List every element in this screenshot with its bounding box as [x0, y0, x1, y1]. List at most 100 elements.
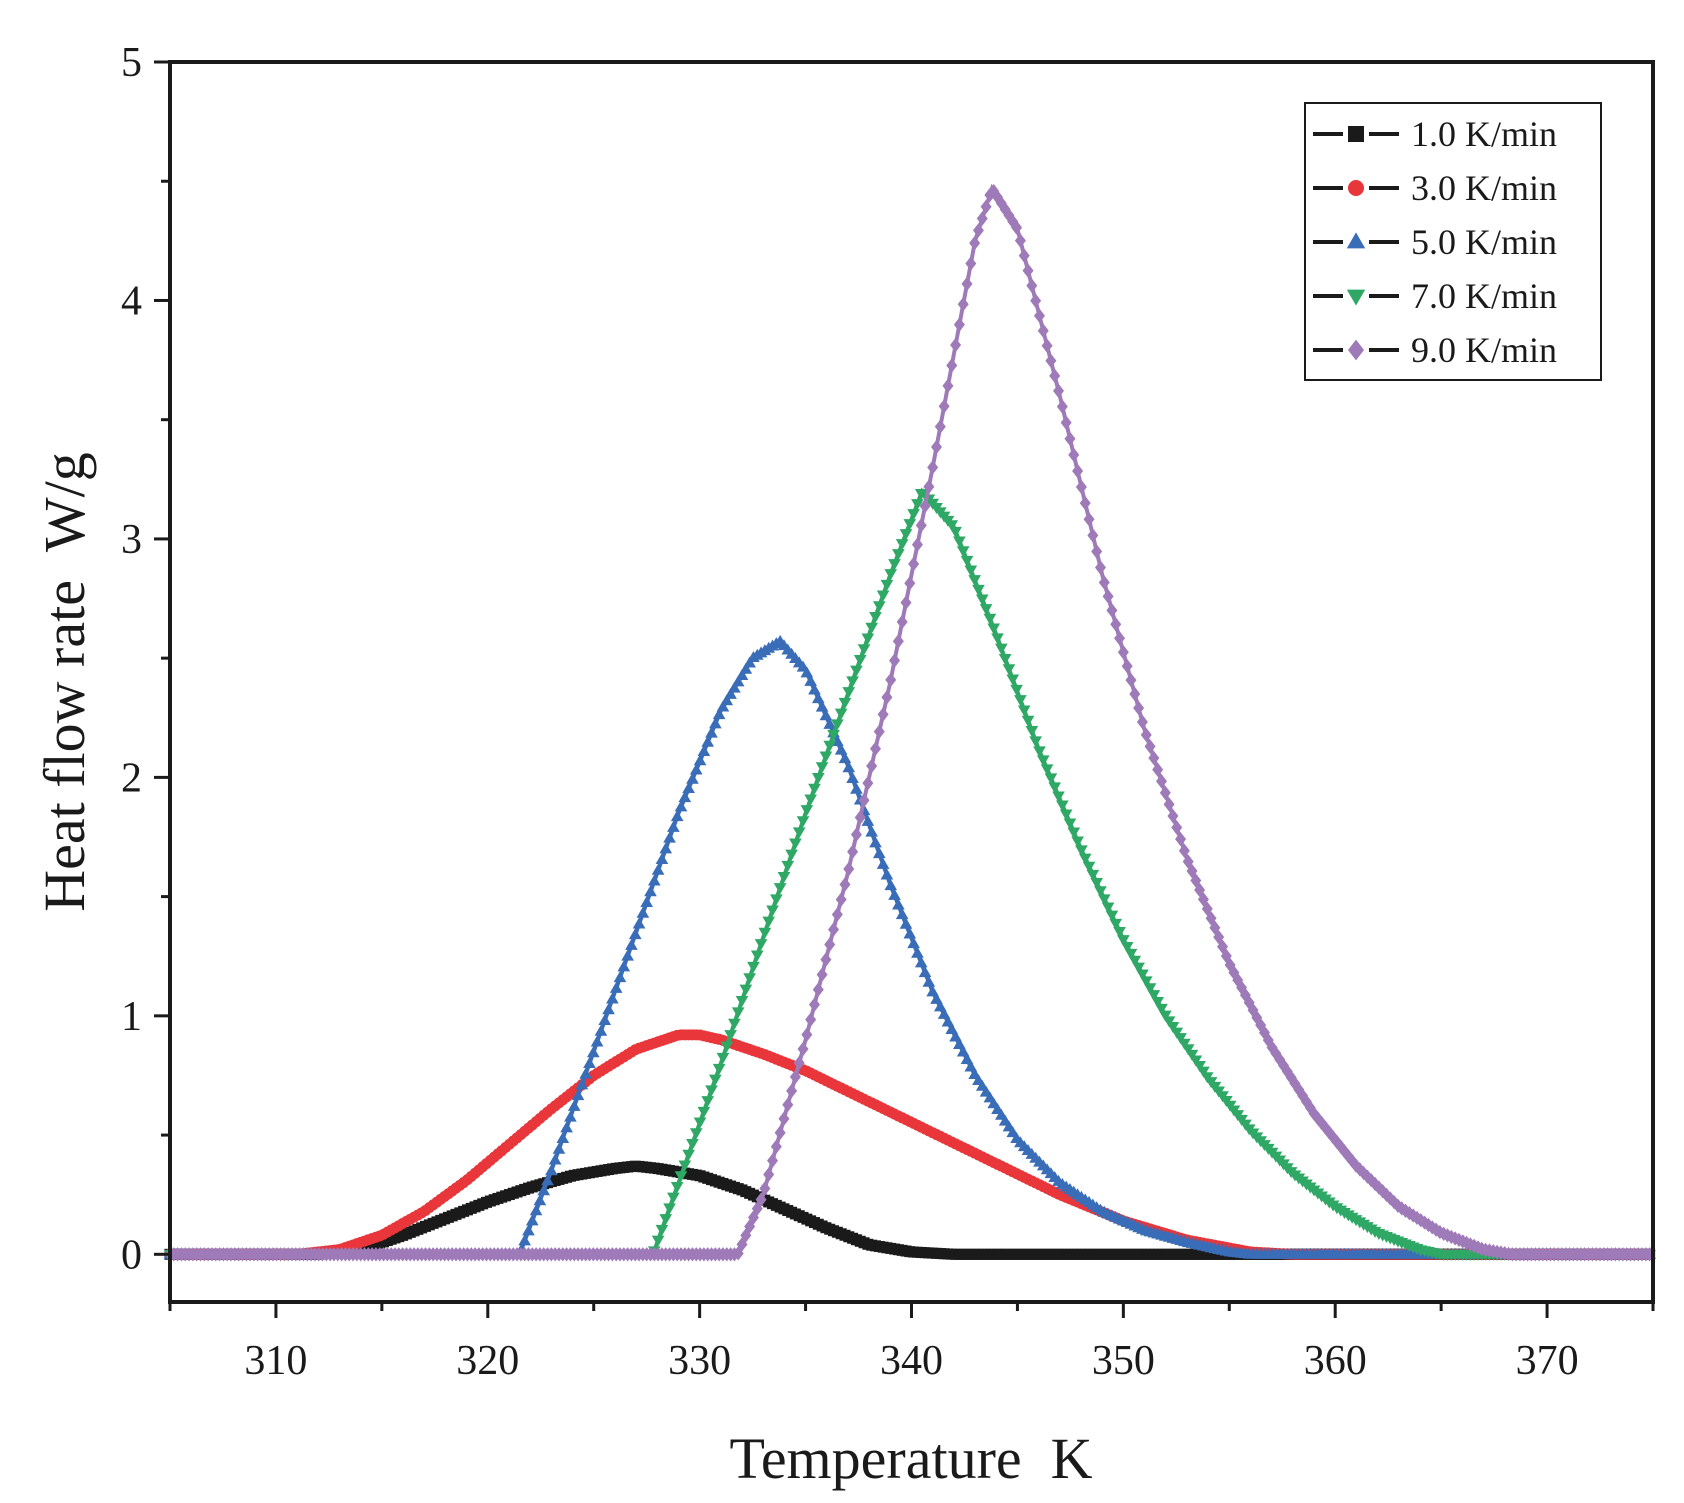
data-point: [983, 613, 997, 625]
data-point: [1068, 447, 1080, 463]
data-point: [839, 877, 851, 892]
data-point: [1056, 399, 1068, 414]
data-point: [949, 526, 962, 538]
data-point: [731, 1007, 745, 1019]
data-point: [667, 820, 680, 832]
data-point: [895, 539, 909, 551]
y-tick-label: 4: [121, 278, 142, 324]
data-point: [747, 961, 760, 973]
data-point: [693, 1117, 707, 1129]
data-point: [1327, 1130, 1339, 1145]
data-point: [919, 498, 931, 514]
data-point: [1072, 463, 1084, 479]
data-point: [1147, 990, 1161, 1002]
data-point: [1030, 293, 1042, 308]
data-point: [1002, 664, 1016, 676]
data-point: [1213, 930, 1225, 945]
data-point: [522, 1224, 535, 1236]
legend-marker: [1346, 289, 1366, 306]
data-point: [1021, 715, 1035, 727]
data-point: [1064, 431, 1076, 446]
data-point: [697, 745, 711, 757]
data-point: [895, 908, 909, 920]
data-point: [1113, 926, 1126, 938]
data-point: [988, 183, 1000, 199]
data-point: [1117, 645, 1129, 660]
data-point: [1036, 755, 1050, 767]
data-point: [552, 1142, 566, 1154]
y-tick-label: 3: [121, 517, 142, 563]
data-point: [889, 653, 901, 668]
data-point: [743, 973, 756, 985]
data-point: [659, 842, 673, 854]
data-point: [606, 992, 619, 1004]
data-point: [816, 967, 828, 982]
data-point: [1201, 901, 1213, 916]
data-point: [1053, 383, 1065, 398]
data-point: [1086, 869, 1100, 881]
data-point: [1033, 746, 1046, 758]
data-point: [972, 584, 985, 596]
data-point: [571, 1089, 585, 1101]
data-point: [880, 579, 894, 591]
data-point: [861, 633, 875, 645]
data-point: [815, 700, 829, 712]
data-point: [1071, 836, 1084, 848]
legend-item: 9.0 K/min: [1313, 330, 1557, 370]
data-point: [1075, 479, 1087, 495]
data-point: [866, 758, 878, 774]
data-point: [792, 827, 806, 839]
data-point: [735, 995, 749, 1007]
data-point: [518, 1234, 531, 1246]
data-point: [1162, 1016, 1176, 1028]
data-point: [1014, 233, 1026, 248]
data-point: [1087, 528, 1099, 543]
x-tick-label: 360: [1304, 1338, 1367, 1384]
data-point: [907, 937, 920, 949]
data-point: [877, 707, 889, 722]
data-point: [968, 575, 981, 587]
data-point: [739, 662, 753, 674]
legend-label: 1.0 K/min: [1411, 114, 1557, 154]
data-point: [716, 700, 730, 712]
data-point: [705, 726, 718, 738]
data-point: [682, 781, 695, 793]
data-point: [819, 709, 833, 721]
data-point: [843, 861, 855, 877]
data-point: [720, 1041, 734, 1053]
data-point: [930, 439, 942, 455]
legend-label: 9.0 K/min: [1411, 330, 1557, 370]
data-point: [933, 1000, 947, 1012]
data-point: [1407, 1208, 1419, 1223]
data-point: [1143, 983, 1157, 995]
data-point: [800, 805, 814, 817]
data-point: [911, 537, 923, 552]
data-point: [1049, 368, 1061, 383]
data-point: [838, 752, 852, 764]
data-point: [1342, 1148, 1354, 1164]
data-point: [609, 981, 623, 993]
data-point: [525, 1214, 539, 1226]
data-point: [767, 1153, 779, 1168]
data-point: [682, 1149, 695, 1161]
data-point: [579, 1067, 592, 1079]
data-point: [998, 653, 1012, 665]
data-point: [797, 1041, 809, 1057]
data-point: [754, 939, 768, 951]
data-point: [965, 256, 977, 271]
data-point: [1083, 512, 1095, 527]
data-point: [762, 916, 776, 928]
data-point: [617, 960, 631, 972]
data-point: [831, 719, 844, 731]
data-point: [960, 1053, 974, 1065]
data-point: [1316, 1115, 1328, 1131]
data-point: [701, 1096, 715, 1108]
data-point: [545, 1164, 558, 1176]
data-point: [999, 202, 1011, 217]
data-point: [885, 672, 897, 688]
data-point: [686, 1139, 699, 1151]
data-point: [678, 1160, 692, 1172]
data-point: [575, 1078, 589, 1090]
data-point: [961, 276, 973, 292]
